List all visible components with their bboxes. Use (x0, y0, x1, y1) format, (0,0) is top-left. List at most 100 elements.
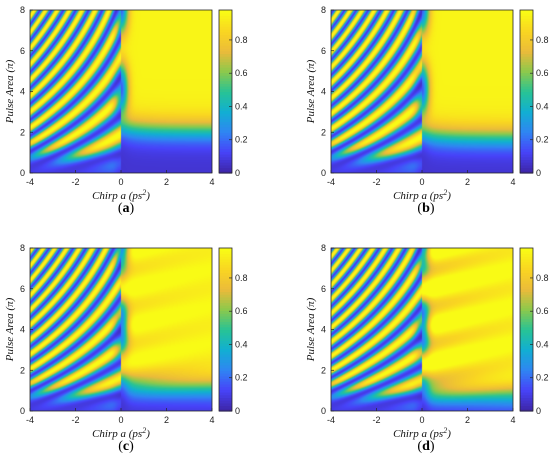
x-axis-label: Chirp a (ps2) (92, 188, 150, 202)
colorbar-segment (520, 291, 533, 295)
y-tick-label: 0 (321, 406, 326, 416)
colorbar-segment (219, 370, 232, 374)
colorbar-segment (219, 334, 232, 339)
y-axis-label: Pulse Area (π) (305, 59, 317, 124)
colorbar-segment (219, 326, 232, 331)
colorbar-segment (219, 18, 232, 22)
colorbar-segment (520, 343, 533, 347)
colorbar-segment (520, 313, 533, 317)
colorbar-segment (520, 256, 533, 260)
colorbar-segment (520, 69, 533, 74)
colorbar-segment (520, 307, 533, 312)
colorbar-segment (520, 23, 533, 27)
colorbar-tick-label: 0.4 (536, 339, 549, 349)
colorbar-tick-label: 0.6 (235, 306, 248, 316)
colorbar-segment (219, 151, 232, 155)
colorbar-segment (520, 372, 533, 377)
colorbar-segment (520, 275, 533, 279)
colorbar-segment (520, 67, 533, 71)
colorbar-segment (219, 159, 232, 163)
colorbar-segment (520, 370, 533, 374)
colorbar-segment (520, 110, 533, 114)
colorbar-tick-label: 0 (536, 168, 541, 178)
colorbar-segment (219, 64, 232, 68)
panel-label: (a) (118, 201, 135, 216)
colorbar-segment (219, 272, 232, 276)
colorbar-segment (219, 77, 232, 82)
colorbar-segment (219, 126, 232, 131)
colorbar-segment (520, 107, 533, 112)
colorbar-segment (520, 258, 533, 263)
colorbar-segment (520, 143, 533, 147)
colorbar-segment (219, 91, 232, 95)
colorbar-segment (520, 37, 533, 41)
y-tick-label: 2 (321, 365, 326, 375)
colorbar-segment (520, 29, 533, 33)
colorbar-segment (219, 343, 232, 347)
colorbar-segment (520, 283, 533, 287)
colorbar-segment (219, 34, 232, 38)
colorbar-segment (520, 121, 533, 125)
x-tick-label: -4 (327, 415, 335, 425)
colorbar-segment (520, 42, 533, 46)
colorbar-segment (520, 137, 533, 141)
colorbar-segment (219, 99, 232, 103)
colorbar-segment (219, 83, 232, 87)
colorbar-tick-label: 0 (235, 406, 240, 416)
colorbar-segment (520, 159, 533, 163)
colorbar-segment (219, 15, 232, 19)
colorbar-segment (520, 134, 533, 139)
colorbar-segment (520, 310, 533, 314)
colorbar-segment (520, 383, 533, 388)
colorbar-segment (219, 248, 232, 252)
y-tick-label: 6 (321, 46, 326, 56)
heatmap-image (331, 10, 513, 173)
colorbar-segment (520, 105, 533, 109)
colorbar-segment (520, 391, 533, 396)
colorbar-segment (520, 332, 533, 336)
colorbar-segment (219, 86, 232, 90)
colorbar-segment (520, 88, 533, 93)
colorbar-segment (520, 269, 533, 274)
heatmap-image (30, 10, 212, 173)
colorbar-segment (219, 94, 232, 98)
colorbar-tick-label: 0.2 (536, 135, 549, 145)
colorbar-segment (219, 286, 232, 290)
colorbar-segment (219, 145, 232, 150)
colorbar-frame (519, 9, 534, 174)
colorbar-segment (520, 77, 533, 82)
colorbar-segment (219, 129, 232, 133)
colorbar-segment (520, 321, 533, 325)
y-tick-label: 6 (321, 284, 326, 294)
colorbar-segment (520, 296, 533, 301)
colorbar-segment (219, 261, 232, 265)
x-axis-label: Chirp a (ps2) (92, 426, 150, 440)
panel-label: (b) (417, 201, 434, 216)
colorbar-segment (219, 267, 232, 271)
x-tick-label: -4 (327, 177, 335, 187)
colorbar-segment (219, 345, 232, 350)
heatmap-image (331, 248, 513, 411)
colorbar-segment (520, 156, 533, 161)
colorbar-segment (520, 340, 533, 344)
colorbar-tick-label: 0.2 (235, 373, 248, 383)
x-axis-label: Chirp a (ps2) (393, 426, 451, 440)
colorbar-tick-label: 0.2 (536, 373, 549, 383)
colorbar-segment (520, 267, 533, 271)
panel-label: (d) (417, 439, 434, 454)
colorbar-tick-label: 0 (235, 168, 240, 178)
colorbar-tick-label: 0.6 (235, 68, 248, 78)
colorbar-segment (219, 20, 232, 25)
colorbar-segment (219, 102, 232, 106)
colorbar-segment (219, 288, 232, 293)
y-tick-label: 8 (321, 5, 326, 15)
colorbar-segment (219, 253, 232, 257)
colorbar-frame (218, 9, 233, 174)
colorbar-segment (520, 397, 533, 401)
colorbar-segment (219, 61, 232, 65)
colorbar-segment (520, 129, 533, 133)
colorbar-segment (219, 408, 232, 412)
colorbar-segment (219, 153, 232, 158)
colorbar-segment (520, 170, 533, 174)
colorbar-tick-label: 0.4 (235, 339, 248, 349)
